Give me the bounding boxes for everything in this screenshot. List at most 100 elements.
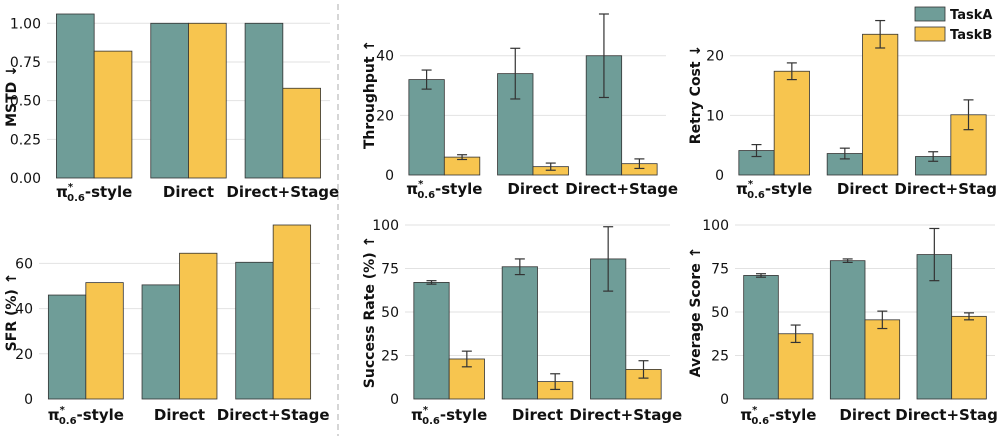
- error-bar: [877, 310, 888, 330]
- error-bar: [457, 154, 468, 161]
- bar-taska-2: [141, 284, 180, 400]
- y-tick-label: 50: [381, 305, 399, 321]
- x-tick-label: Direct+Stage: [569, 406, 682, 424]
- error-bar: [929, 227, 940, 282]
- y-tick-label: 0: [24, 392, 33, 408]
- legend-label-taska: TaskA: [950, 8, 992, 23]
- bar-taskb-2: [864, 319, 901, 400]
- x-tick-label: Direct+Stage: [217, 406, 330, 424]
- y-tick-label: 100: [702, 218, 729, 234]
- y-axis-label: Retry Cost ↓: [688, 45, 704, 144]
- error-bar: [514, 258, 525, 276]
- bar-taskb-1: [773, 70, 810, 176]
- x-tick-label: Direct+Stage: [895, 406, 997, 424]
- bar-taskb-1: [85, 282, 124, 400]
- error-bar: [963, 99, 974, 131]
- x-tick-label: Direct+Stage: [894, 180, 997, 198]
- y-tick-label: 0: [720, 392, 729, 408]
- y-axis-label: MSTD ↓: [4, 65, 20, 127]
- error-bar: [550, 373, 561, 391]
- y-tick-label: 20: [706, 49, 724, 65]
- legend: TaskA TaskB: [914, 6, 992, 43]
- bar-taskb-3: [272, 224, 312, 400]
- error-bar: [461, 350, 472, 368]
- bar-taska-3: [235, 261, 274, 400]
- bar-taskb-1: [777, 333, 814, 400]
- x-tick-label: Direct+Stage: [226, 183, 339, 201]
- chart-mstd: 0.00 0.25 0.50 0.75 1.00 MSTD ↓ π* 0.6-style Dir…: [4, 13, 339, 204]
- x-tick-label: π* 0.6-style: [740, 405, 816, 427]
- error-bar: [421, 69, 432, 90]
- y-tick-label: 40: [376, 49, 394, 65]
- x-tick-label: π* 0.6-style: [736, 179, 812, 201]
- error-bar: [790, 324, 801, 344]
- y-tick-label: 0.25: [10, 132, 41, 148]
- bar-taska-1: [413, 282, 450, 400]
- bar-taskb-1: [93, 50, 133, 179]
- bar-taskb-3: [282, 87, 321, 179]
- error-bar: [598, 13, 609, 99]
- y-axis-label: SFR (%) ↑: [4, 273, 20, 352]
- chart-success-rate: 0 25 50 75 100 Success Rate (%) ↑ π* 0.6-style D…: [362, 218, 682, 427]
- bar-taska-1: [408, 79, 445, 176]
- y-tick-label: 10: [706, 108, 724, 124]
- bar-taska-2: [829, 260, 866, 400]
- y-tick-label: 0.50: [10, 94, 41, 110]
- error-bar: [510, 47, 521, 100]
- x-tick-label: Direct: [163, 183, 214, 201]
- bar-taskb-1: [448, 358, 485, 400]
- x-tick-label: Direct: [839, 406, 890, 424]
- y-tick-label: 75: [381, 262, 399, 278]
- error-bar: [839, 147, 850, 160]
- y-tick-label: 25: [381, 349, 399, 365]
- error-bar: [842, 258, 853, 264]
- bar-taska-1: [743, 275, 779, 400]
- y-tick-label: 20: [376, 108, 394, 124]
- y-axis-label: Throughput ↑: [362, 40, 378, 149]
- y-tick-label: 0.75: [10, 55, 41, 71]
- y-tick-label: 0: [715, 168, 724, 184]
- x-tick-label: Direct: [507, 180, 558, 198]
- error-bar: [964, 312, 974, 321]
- x-tick-label: Direct: [154, 406, 205, 424]
- x-tick-label: π* 0.6-style: [406, 179, 482, 201]
- x-tick-label: π* 0.6-style: [411, 405, 487, 427]
- y-tick-label: 0: [385, 168, 394, 184]
- error-bar: [638, 360, 649, 379]
- bar-taska-3: [244, 22, 284, 179]
- error-bar: [756, 273, 766, 278]
- legend-swatch-taskb: [914, 26, 946, 42]
- bar-taskb-2: [188, 22, 227, 179]
- y-tick-label: 100: [372, 218, 399, 234]
- error-bar: [426, 280, 437, 285]
- y-tick-label: 0.00: [10, 171, 41, 187]
- y-tick-label: 60: [15, 256, 33, 272]
- error-bar: [751, 143, 762, 158]
- bar-taska-2: [150, 22, 189, 179]
- bar-taskb-3: [951, 315, 987, 400]
- x-tick-label: Direct: [512, 406, 563, 424]
- error-bar: [545, 162, 556, 171]
- x-tick-label: Direct+Stage: [565, 180, 678, 198]
- chart-average-score: 0 25 50 75 100 Average Score ↑ π* 0.6-style Dire…: [688, 218, 997, 427]
- y-tick-label: 20: [15, 347, 33, 363]
- bar-taska-2: [501, 266, 538, 400]
- error-bar: [928, 151, 939, 162]
- x-tick-label: π* 0.6-style: [56, 182, 132, 204]
- y-tick-label: 1.00: [10, 16, 41, 32]
- bar-taskb-2: [179, 252, 218, 400]
- legend-label-taskb: TaskB: [950, 28, 992, 43]
- y-tick-label: 25: [711, 349, 729, 365]
- y-axis-label: Success Rate (%) ↑: [362, 236, 378, 388]
- bar-taskb-2: [862, 33, 899, 176]
- x-tick-label: Direct: [837, 180, 888, 198]
- legend-swatch-taska: [914, 6, 946, 22]
- y-tick-label: 40: [15, 302, 33, 318]
- y-tick-label: 0: [390, 392, 399, 408]
- error-bar: [603, 226, 614, 292]
- error-bar: [786, 62, 797, 81]
- error-bar: [875, 19, 886, 49]
